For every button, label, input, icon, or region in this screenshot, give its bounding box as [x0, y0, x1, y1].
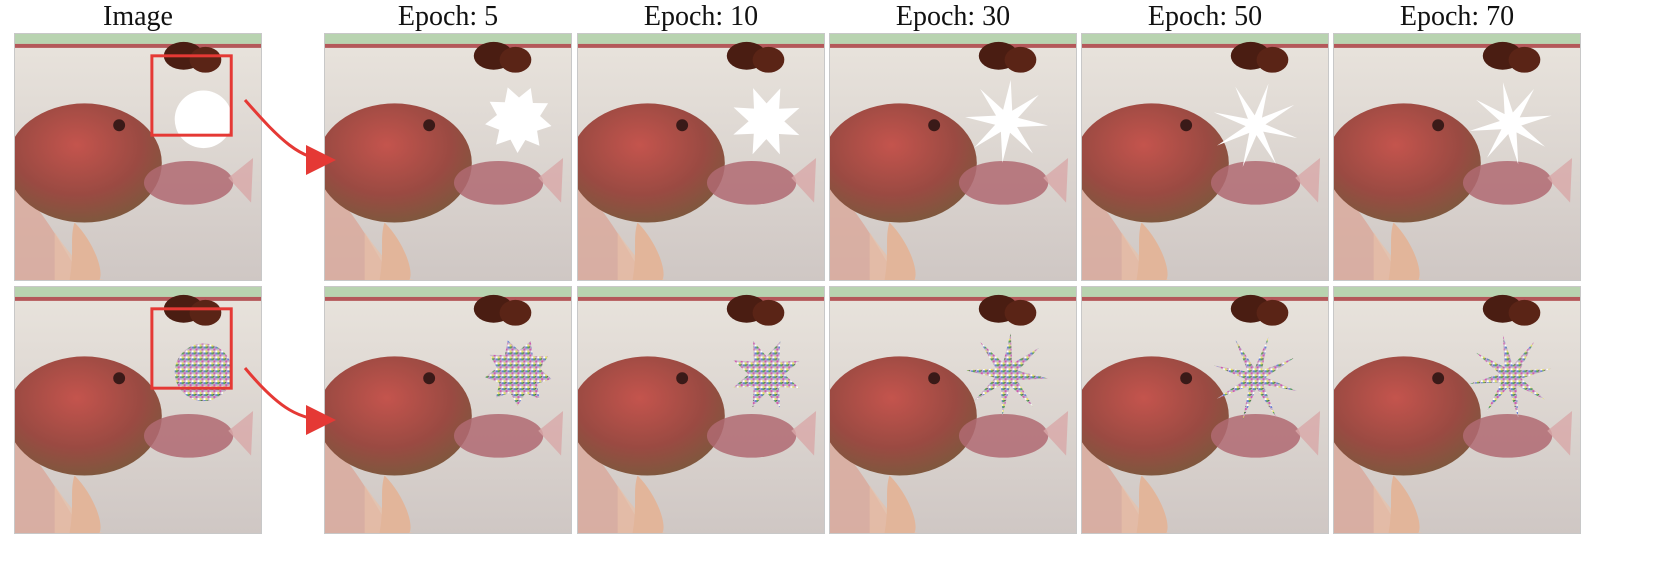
highlight-box: [150, 54, 233, 137]
column-title-epoch-30: Epoch: 30: [895, 1, 1011, 32]
column-title-epoch-50: Epoch: 50: [1147, 1, 1263, 32]
tile-white-patch-e30: [829, 33, 1077, 281]
tile-white-patch-e5: [324, 33, 572, 281]
tile-noise-patch-e30: [829, 286, 1077, 534]
tile-white-patch-e70: [1333, 33, 1581, 281]
tile-noise-patch-e50: [1081, 286, 1329, 534]
highlight-box: [150, 307, 233, 390]
column-title-image: Image: [103, 1, 173, 32]
tile-white-patch-image: [14, 33, 262, 281]
tile-noise-patch-e10: [577, 286, 825, 534]
tile-noise-patch-image: [14, 286, 262, 534]
column-title-epoch-10: Epoch: 10: [643, 1, 759, 32]
tile-noise-patch-e5: [324, 286, 572, 534]
tile-white-patch-e10: [577, 33, 825, 281]
tile-noise-patch-e70: [1333, 286, 1581, 534]
column-title-epoch-5: Epoch: 5: [397, 1, 499, 32]
column-title-epoch-70: Epoch: 70: [1399, 1, 1515, 32]
tile-white-patch-e50: [1081, 33, 1329, 281]
